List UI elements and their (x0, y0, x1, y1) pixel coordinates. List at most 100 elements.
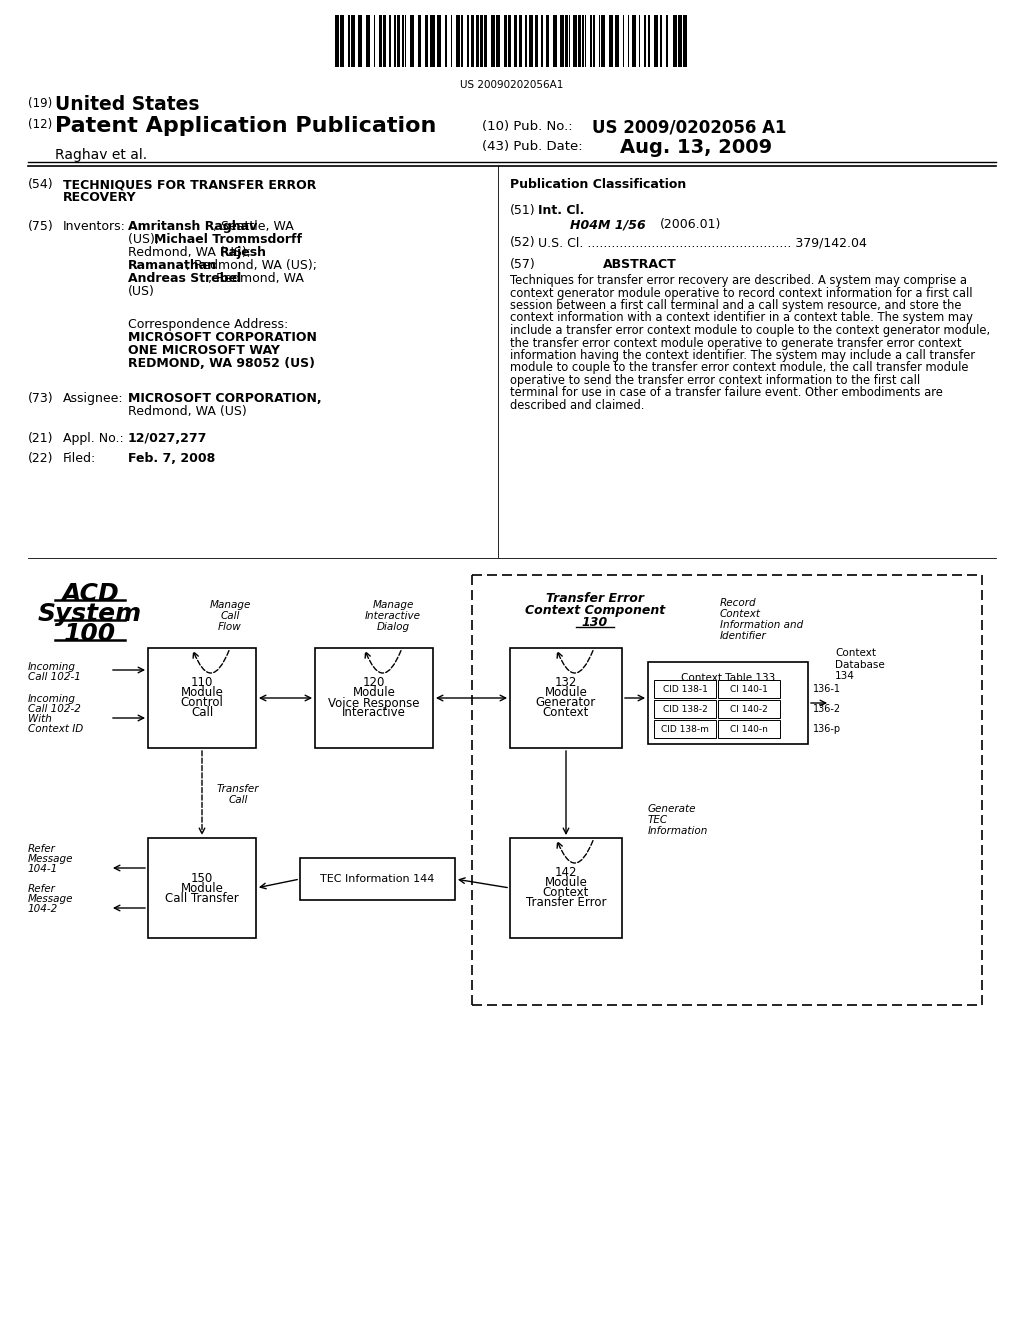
Bar (403, 15, 404, 67)
Bar (532, 15, 536, 67)
Bar (609, 15, 613, 67)
Text: Information and: Information and (720, 620, 803, 630)
Bar (639, 15, 640, 67)
Bar (623, 15, 624, 67)
Text: Refer: Refer (28, 843, 56, 854)
Text: operative to send the transfer error context information to the first call: operative to send the transfer error con… (510, 374, 921, 387)
Bar (383, 15, 386, 67)
Text: Rajesh: Rajesh (220, 246, 267, 259)
Text: Appl. No.:: Appl. No.: (63, 432, 124, 445)
Bar (495, 15, 497, 67)
Text: CI 140-1: CI 140-1 (730, 685, 768, 693)
Bar (618, 15, 623, 67)
Text: (43) Pub. Date:: (43) Pub. Date: (482, 140, 583, 153)
Bar (583, 15, 584, 67)
Text: 104-1: 104-1 (28, 865, 58, 874)
Text: Inventors:: Inventors: (63, 220, 126, 234)
Bar (579, 15, 581, 67)
Text: Context: Context (720, 609, 761, 619)
Text: the transfer error context module operative to generate transfer error context: the transfer error context module operat… (510, 337, 962, 350)
Text: Module: Module (545, 686, 588, 700)
Bar (370, 15, 374, 67)
Bar (593, 15, 595, 67)
Text: 12/027,277: 12/027,277 (128, 432, 208, 445)
Bar (522, 15, 524, 67)
Bar (355, 15, 357, 67)
Bar (376, 15, 379, 67)
Text: Redmond, WA (US): Redmond, WA (US) (128, 405, 247, 418)
Bar (578, 15, 579, 67)
Text: 150: 150 (190, 871, 213, 884)
Text: (10) Pub. No.:: (10) Pub. No.: (482, 120, 572, 133)
Bar (339, 15, 340, 67)
Text: U.S. Cl. ................................................... 379/142.04: U.S. Cl. ...............................… (538, 236, 867, 249)
Text: 136-2: 136-2 (813, 704, 841, 714)
Text: Module: Module (545, 876, 588, 890)
Bar (402, 15, 403, 67)
Bar (463, 15, 467, 67)
Bar (397, 15, 399, 67)
Bar (662, 15, 666, 67)
Text: Record: Record (720, 598, 757, 609)
Text: United States: United States (55, 95, 200, 114)
Bar (415, 15, 419, 67)
Text: Call 102-1: Call 102-1 (28, 672, 81, 682)
Bar (300, 858, 455, 900)
Bar (519, 15, 522, 67)
Bar (348, 15, 350, 67)
Text: Dialog: Dialog (377, 622, 410, 632)
Text: 132: 132 (555, 676, 578, 689)
Bar (479, 15, 480, 67)
Bar (649, 15, 653, 67)
Text: Context ID: Context ID (28, 723, 83, 734)
Text: , Redmond, WA (US);: , Redmond, WA (US); (186, 259, 317, 272)
Text: Call: Call (190, 706, 213, 719)
Bar (509, 15, 511, 67)
Text: 136-p: 136-p (813, 723, 841, 734)
Text: information having the context identifier. The system may include a call transfe: information having the context identifie… (510, 348, 975, 362)
Bar (600, 15, 601, 67)
Bar (421, 15, 425, 67)
Text: MICROSOFT CORPORATION: MICROSOFT CORPORATION (128, 331, 316, 345)
Bar (613, 15, 614, 67)
Bar (591, 15, 592, 67)
Text: 100: 100 (63, 622, 116, 645)
Bar (654, 719, 716, 738)
Text: ACD: ACD (61, 582, 119, 606)
Text: Publication Classification: Publication Classification (510, 178, 686, 191)
Text: Context
Database
134: Context Database 134 (835, 648, 885, 681)
Bar (469, 15, 471, 67)
Text: Incoming: Incoming (28, 663, 76, 672)
Bar (645, 15, 648, 67)
Bar (446, 15, 451, 67)
Bar (654, 680, 716, 698)
Bar (669, 15, 673, 67)
Text: Call: Call (220, 611, 240, 620)
Text: session between a first call terminal and a call system resource, and store the: session between a first call terminal an… (510, 300, 962, 312)
Bar (536, 15, 538, 67)
Bar (382, 15, 383, 67)
Bar (584, 15, 585, 67)
Bar (462, 15, 463, 67)
Bar (434, 15, 437, 67)
Bar (357, 15, 361, 67)
Text: (US);: (US); (128, 234, 163, 246)
Text: With: With (28, 714, 52, 723)
Text: (52): (52) (510, 236, 536, 249)
Bar (419, 15, 421, 67)
Text: Raghav et al.: Raghav et al. (55, 148, 147, 162)
Text: CI 140-2: CI 140-2 (730, 705, 768, 714)
Text: Aug. 13, 2009: Aug. 13, 2009 (620, 139, 772, 157)
Bar (524, 15, 527, 67)
Bar (445, 15, 446, 67)
Text: include a transfer error context module to couple to the context generator modul: include a transfer error context module … (510, 323, 990, 337)
Bar (351, 15, 355, 67)
Bar (673, 15, 677, 67)
Text: MICROSOFT CORPORATION,: MICROSOFT CORPORATION, (128, 392, 322, 405)
Bar (585, 15, 587, 67)
Text: Int. Cl.: Int. Cl. (538, 205, 585, 216)
Text: 104-2: 104-2 (28, 904, 58, 913)
Text: Context: Context (543, 887, 589, 899)
Text: CI 140-n: CI 140-n (730, 725, 768, 734)
Bar (559, 15, 563, 67)
